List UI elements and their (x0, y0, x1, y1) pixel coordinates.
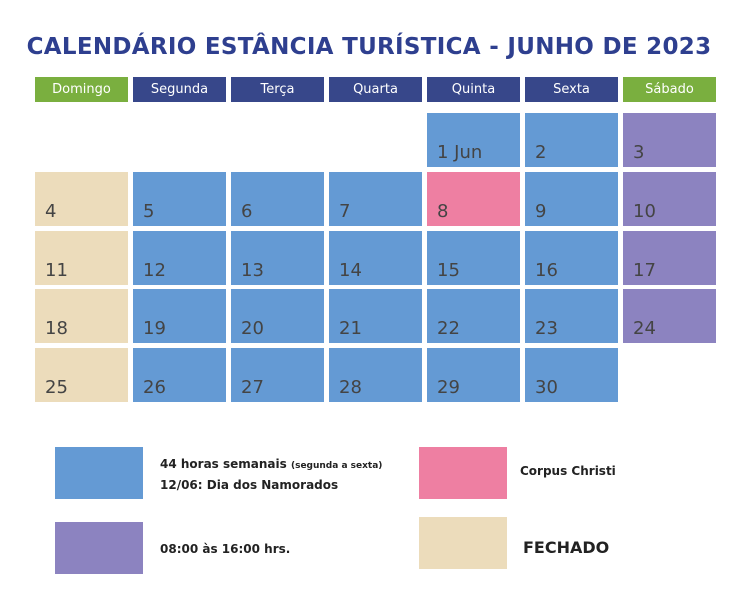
legend-line-text: 08:00 às 16:00 hrs. (160, 542, 291, 556)
weekday-header: Quinta (427, 77, 520, 102)
title: CALENDÁRIO ESTÂNCIA TURÍSTICA - JUNHO DE… (26, 34, 712, 60)
weekday-header: Segunda (133, 77, 226, 102)
day-cell: 6 (231, 172, 324, 226)
weekday-header: Domingo (35, 77, 128, 102)
day-label: 6 (241, 201, 253, 222)
legend-swatch (419, 517, 507, 569)
day-label: 22 (437, 318, 460, 339)
day-cell: 1 Jun (427, 113, 520, 167)
day-label: 13 (241, 260, 264, 281)
day-cell: 12 (133, 231, 226, 285)
legend-swatch (55, 447, 143, 499)
day-label: 15 (437, 260, 460, 281)
day-label: 14 (339, 260, 362, 281)
day-cell: 9 (525, 172, 618, 226)
day-cell: 11 (35, 231, 128, 285)
day-label: 12 (143, 260, 166, 281)
legend-line-text: Corpus Christi (520, 464, 616, 478)
legend-line-text: FECHADO (523, 538, 610, 557)
day-label: 16 (535, 260, 558, 281)
day-label: 5 (143, 201, 155, 222)
legend-text: 08:00 às 16:00 hrs. (160, 540, 290, 559)
legend-text: Corpus Christi (520, 462, 616, 481)
legend-line: 44 horas semanais (segunda a sexta) (160, 455, 382, 476)
day-label: 7 (339, 201, 351, 222)
legend-line-text: 12/06: Dia dos Namorados (160, 478, 339, 492)
day-cell: 5 (133, 172, 226, 226)
day-label: 3 (633, 142, 645, 163)
weekday-header: Sábado (623, 77, 716, 102)
day-label: 11 (45, 260, 68, 281)
legend-line-text: 44 horas semanais (160, 457, 287, 471)
legend-text: 44 horas semanais (segunda a sexta) 12/06… (160, 455, 382, 495)
day-cell: 23 (525, 289, 618, 343)
day-cell: 3 (623, 113, 716, 167)
day-cell: 24 (623, 289, 716, 343)
day-label: 2 (535, 142, 547, 163)
day-cell: 30 (525, 348, 618, 402)
day-cell: 18 (35, 289, 128, 343)
day-label: 4 (45, 201, 57, 222)
day-label: 18 (45, 318, 68, 339)
day-cell: 26 (133, 348, 226, 402)
day-cell: 15 (427, 231, 520, 285)
day-cell: 7 (329, 172, 422, 226)
day-label: 25 (45, 377, 68, 398)
day-cell: 10 (623, 172, 716, 226)
day-cell: 13 (231, 231, 324, 285)
legend-swatch (419, 447, 507, 499)
day-label: 29 (437, 377, 460, 398)
day-label: 9 (535, 201, 547, 222)
weekday-header: Sexta (525, 77, 618, 102)
day-cell: 29 (427, 348, 520, 402)
weekday-header: Terça (231, 77, 324, 102)
day-label: 1 Jun (437, 142, 483, 163)
day-label: 20 (241, 318, 264, 339)
day-cell: 25 (35, 348, 128, 402)
day-label: 27 (241, 377, 264, 398)
day-cell: 8 (427, 172, 520, 226)
day-cell: 19 (133, 289, 226, 343)
day-label: 17 (633, 260, 656, 281)
day-label: 23 (535, 318, 558, 339)
day-label: 21 (339, 318, 362, 339)
legend-line: FECHADO (523, 538, 609, 557)
day-label: 19 (143, 318, 166, 339)
day-cell: 17 (623, 231, 716, 285)
day-cell: 27 (231, 348, 324, 402)
weekday-header: Quarta (329, 77, 422, 102)
day-label: 30 (535, 377, 558, 398)
day-cell: 21 (329, 289, 422, 343)
day-cell: 28 (329, 348, 422, 402)
day-label: 8 (437, 201, 449, 222)
legend-line: Corpus Christi (520, 462, 616, 481)
day-cell: 16 (525, 231, 618, 285)
day-label: 10 (633, 201, 656, 222)
day-cell: 4 (35, 172, 128, 226)
day-cell: 20 (231, 289, 324, 343)
day-cell: 22 (427, 289, 520, 343)
day-cell: 2 (525, 113, 618, 167)
legend-note: (segunda a sexta) (290, 461, 383, 471)
legend-text: FECHADO (523, 538, 609, 557)
day-cell: 14 (329, 231, 422, 285)
legend-line: 08:00 às 16:00 hrs. (160, 540, 290, 559)
day-label: 28 (339, 377, 362, 398)
legend-line: 12/06: Dia dos Namorados (160, 476, 382, 495)
day-label: 26 (143, 377, 166, 398)
day-label: 24 (633, 318, 656, 339)
legend-swatch (55, 522, 143, 574)
